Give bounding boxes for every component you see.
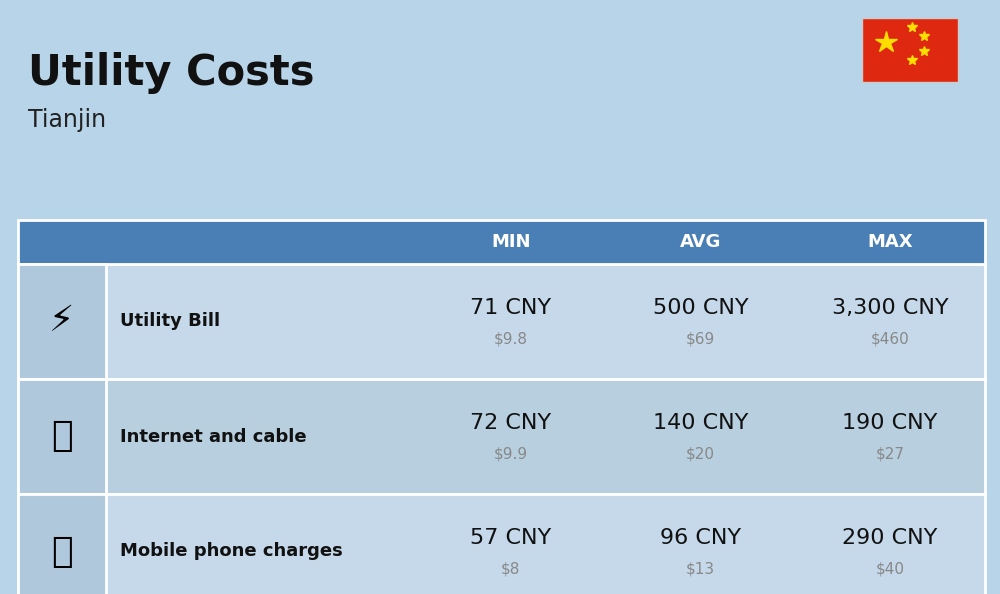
Text: 71 CNY: 71 CNY — [470, 298, 551, 318]
Text: $27: $27 — [876, 446, 905, 462]
Text: Tianjin: Tianjin — [28, 108, 106, 132]
FancyBboxPatch shape — [18, 220, 985, 264]
Text: 📱: 📱 — [51, 535, 73, 568]
FancyBboxPatch shape — [18, 494, 985, 594]
Text: $13: $13 — [686, 561, 715, 576]
Text: $9.8: $9.8 — [494, 331, 528, 346]
Text: $460: $460 — [871, 331, 910, 346]
Text: $40: $40 — [876, 561, 905, 576]
Text: $69: $69 — [686, 331, 715, 346]
FancyBboxPatch shape — [18, 264, 106, 379]
Text: MAX: MAX — [867, 233, 913, 251]
Text: 290 CNY: 290 CNY — [842, 527, 938, 548]
Text: 190 CNY: 190 CNY — [842, 413, 938, 432]
FancyBboxPatch shape — [18, 494, 106, 594]
Text: Internet and cable: Internet and cable — [120, 428, 307, 446]
FancyBboxPatch shape — [18, 379, 985, 494]
Text: 📶: 📶 — [51, 419, 73, 453]
FancyBboxPatch shape — [862, 18, 958, 82]
Text: 72 CNY: 72 CNY — [470, 413, 551, 432]
FancyBboxPatch shape — [18, 264, 985, 379]
Text: MIN: MIN — [491, 233, 531, 251]
Text: $8: $8 — [501, 561, 521, 576]
Text: AVG: AVG — [680, 233, 721, 251]
Text: Utility Bill: Utility Bill — [120, 312, 220, 330]
Text: Utility Costs: Utility Costs — [28, 52, 314, 94]
Text: Mobile phone charges: Mobile phone charges — [120, 542, 343, 561]
Text: 500 CNY: 500 CNY — [653, 298, 748, 318]
Text: 140 CNY: 140 CNY — [653, 413, 748, 432]
Text: 3,300 CNY: 3,300 CNY — [832, 298, 948, 318]
FancyBboxPatch shape — [18, 379, 106, 494]
Text: ⚡: ⚡ — [49, 305, 75, 339]
Text: $9.9: $9.9 — [494, 446, 528, 462]
Text: 96 CNY: 96 CNY — [660, 527, 741, 548]
Text: $20: $20 — [686, 446, 715, 462]
Text: 57 CNY: 57 CNY — [470, 527, 551, 548]
